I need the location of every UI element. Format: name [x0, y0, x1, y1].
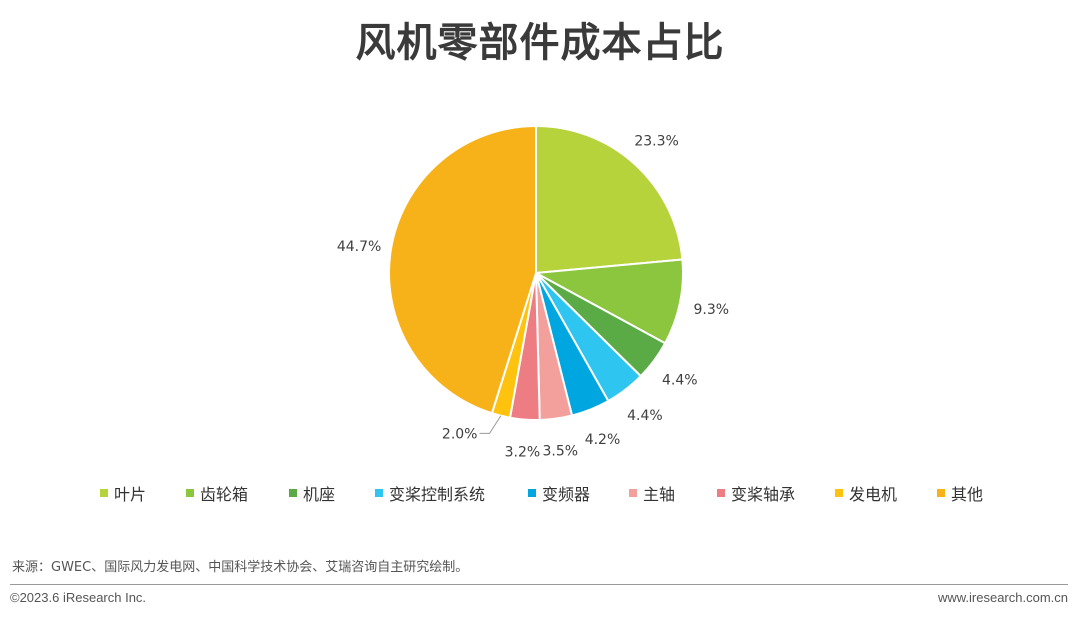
pie-slice-9: [388, 124, 537, 415]
slice-label-6: 3.5%: [543, 443, 579, 459]
legend-item-8: 发电机: [835, 481, 897, 505]
legend-item-1: 叶片: [100, 481, 146, 505]
slice-label-7: 3.2%: [505, 445, 541, 461]
legend-swatch: [186, 489, 194, 497]
leader-line-8: [479, 415, 502, 434]
legend-label: 齿轮箱: [200, 485, 249, 504]
legend-swatch: [375, 489, 383, 497]
pie-chart: 23.3% 9.3% 4.4% 4.4% 4.2% 3.5%3.2% 2.0% 44.7%: [337, 124, 730, 461]
slice-label-5: 4.2%: [585, 432, 621, 448]
website-text: www.iresearch.com.cn: [937, 590, 1068, 605]
legend-swatch: [835, 489, 843, 497]
legend-item-7: 变桨轴承: [717, 481, 795, 505]
legend-item-6: 主轴: [629, 481, 675, 505]
legend-swatch: [629, 489, 637, 497]
legend-label: 变频器: [542, 485, 591, 504]
slice-label-4: 4.4%: [627, 408, 663, 424]
legend-item-4: 变桨控制系统: [375, 481, 485, 505]
legend-label: 其他: [951, 485, 984, 504]
source-note: 来源：GWEC、国际风力发电网、中国科学技术协会、艾瑞咨询自主研究绘制。: [12, 560, 469, 575]
legend-label: 机座: [303, 485, 336, 504]
legend-swatch: [100, 489, 108, 497]
legend-label: 变桨轴承: [731, 485, 796, 504]
legend-swatch: [717, 489, 725, 497]
slice-label-9: 44.7%: [337, 239, 381, 255]
legend-item-2: 齿轮箱: [186, 481, 248, 505]
pie-slice-1: [535, 124, 684, 275]
chart-legend: 叶片 齿轮箱 机座 变桨控制系统 变频器 主轴 变桨轴承 发电机 其他: [0, 481, 1080, 505]
slice-label-2: 9.3%: [694, 302, 730, 318]
legend-swatch: [528, 489, 536, 497]
legend-swatch: [937, 489, 945, 497]
slice-label-8: 2.0%: [442, 426, 478, 442]
legend-label: 发电机: [849, 485, 898, 504]
footer-divider: [10, 584, 1068, 585]
legend-item-3: 机座: [289, 481, 335, 505]
chart-title: 风机零部件成本占比: [355, 20, 725, 66]
pie-slice-2: [532, 258, 684, 345]
legend-item-9: 其他: [937, 481, 983, 505]
legend-label: 叶片: [114, 485, 147, 504]
legend-swatch: [289, 489, 297, 497]
legend-item-5: 变频器: [528, 481, 590, 505]
slice-label-3: 4.4%: [662, 373, 698, 389]
slice-label-1: 23.3%: [634, 134, 678, 150]
copyright-text: ©2023.6 iResearch Inc.: [10, 590, 147, 605]
legend-label: 主轴: [643, 485, 676, 504]
legend-label: 变桨控制系统: [389, 485, 486, 504]
